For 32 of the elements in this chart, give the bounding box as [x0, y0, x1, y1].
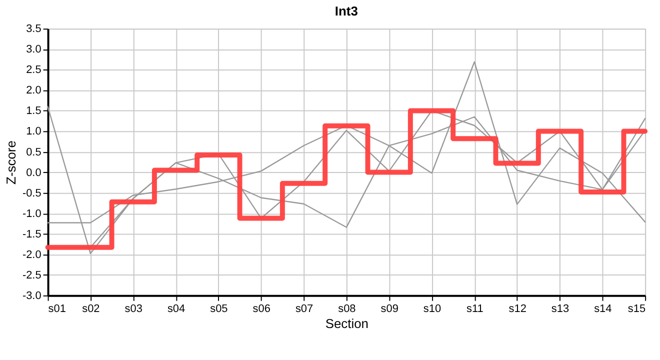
y-tick-label: 1.0 — [26, 126, 42, 138]
x-tick-label: s14 — [594, 302, 612, 315]
x-tick-label: s07 — [295, 302, 314, 315]
x-tick-label: s13 — [551, 302, 570, 315]
y-tick-label: 1.5 — [26, 105, 42, 118]
y-tick-label: 0.0 — [26, 166, 42, 179]
y-tick-label: -0.5 — [22, 187, 42, 200]
y-axis-title: Z-score — [3, 140, 18, 184]
x-tick-label: s10 — [423, 302, 442, 315]
x-axis-title: Section — [325, 316, 368, 331]
x-tick-label: s06 — [252, 302, 270, 315]
y-tick-label: 2.0 — [26, 84, 42, 97]
x-tick-label: s08 — [338, 302, 356, 315]
y-tick-label: 3.0 — [26, 44, 42, 56]
chart-title: Int3 — [334, 4, 358, 19]
x-tick-label: s12 — [508, 302, 526, 315]
x-tick-label: s05 — [210, 302, 228, 315]
x-tick-label: s03 — [124, 302, 142, 315]
x-tick-label: s11 — [466, 302, 484, 315]
y-tick-label: 2.5 — [26, 64, 42, 76]
y-tick-label: -1.0 — [22, 208, 42, 220]
x-tick-label: s15 — [628, 302, 646, 315]
x-tick-label: s04 — [167, 302, 186, 315]
x-tick-label: s02 — [82, 302, 100, 315]
x-tick-label: s01 — [48, 302, 66, 315]
y-tick-label: 3.5 — [26, 23, 42, 36]
y-tick-label: -2.5 — [22, 269, 42, 282]
y-tick-label: 0.5 — [26, 146, 42, 158]
x-tick-label: s09 — [380, 302, 398, 315]
y-tick-label: -3.0 — [22, 290, 42, 302]
y-tick-label: -2.0 — [22, 248, 42, 261]
y-tick-label: -1.5 — [22, 228, 42, 240]
